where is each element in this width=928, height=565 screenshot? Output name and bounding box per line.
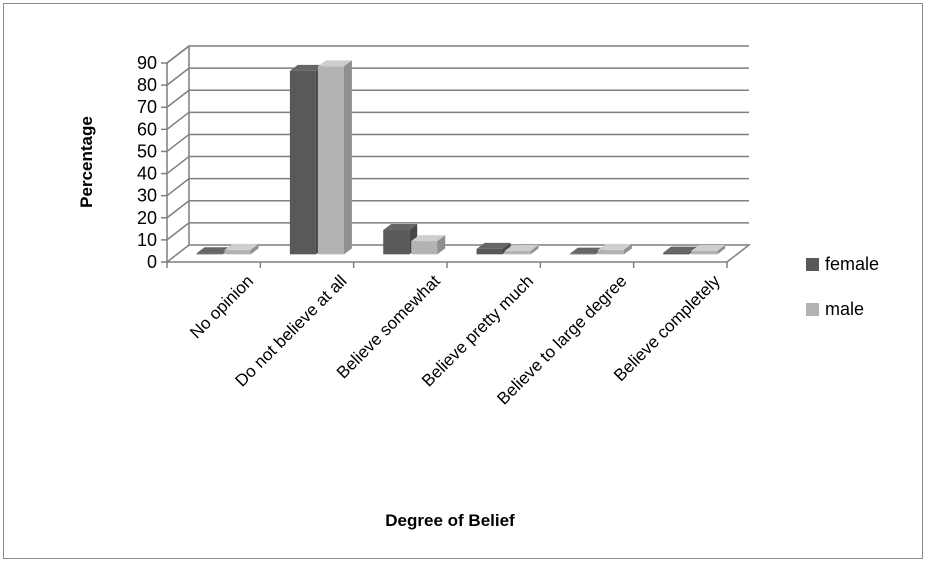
bar-top — [196, 247, 231, 254]
bar-front — [317, 66, 344, 255]
bar-front — [597, 249, 624, 255]
bar-top — [691, 245, 726, 252]
bar-male-3 — [504, 245, 539, 255]
bar-front — [663, 252, 690, 255]
y-axis-title: Percentage — [77, 116, 96, 208]
gridlines — [166, 45, 749, 241]
y-tick-label: 20 — [137, 208, 157, 228]
bar-male-2 — [411, 235, 446, 255]
x-category-label: No opinion — [186, 271, 257, 342]
bar-front — [691, 251, 718, 255]
bar-male-4 — [597, 243, 632, 255]
bar-top — [476, 242, 511, 249]
gridline — [166, 89, 749, 108]
bar-side — [717, 245, 726, 255]
chart-frame — [3, 3, 923, 559]
bar-top — [411, 235, 446, 242]
bar-front — [196, 253, 223, 255]
gridline — [166, 177, 749, 197]
x-axis-title: Degree of Belief — [385, 511, 515, 530]
bar-side — [343, 60, 352, 255]
gridline — [166, 67, 749, 86]
legend-label-male: male — [825, 299, 864, 319]
gridline — [166, 222, 749, 241]
bar-side — [437, 235, 446, 255]
gridline — [166, 200, 749, 219]
legend-swatch-female — [806, 258, 819, 271]
bar-top — [317, 60, 352, 67]
legend-swatch-male — [806, 303, 819, 316]
y-tick-label: 50 — [137, 141, 157, 161]
y-tick-label: 0 — [147, 252, 157, 272]
bar-top — [569, 247, 604, 254]
bar-male-1 — [317, 60, 352, 255]
y-tick-label: 80 — [137, 75, 157, 95]
bar-front — [476, 248, 503, 255]
y-tick-label: 30 — [137, 186, 157, 206]
bar-front — [411, 241, 438, 255]
bar-side — [623, 243, 632, 255]
gridline — [166, 155, 749, 175]
bar-top — [289, 64, 324, 71]
y-tick-label: 10 — [137, 230, 157, 250]
legend: female male — [806, 254, 879, 319]
y-tick-label: 70 — [137, 97, 157, 117]
chart-walls — [166, 45, 752, 263]
bar-male-0 — [224, 243, 259, 255]
bar-female-2 — [383, 224, 418, 255]
x-category-label: Believe somewhat — [333, 271, 444, 382]
bar-top — [597, 243, 632, 250]
bar-side — [250, 243, 259, 255]
gridline — [166, 133, 749, 153]
bar-top — [383, 224, 418, 231]
y-tick-label: 60 — [137, 119, 157, 139]
bar-front — [569, 253, 596, 255]
bar-front — [289, 70, 316, 255]
legend-label-female: female — [825, 254, 879, 274]
y-tick-label: 90 — [137, 53, 157, 73]
y-tick-label: 40 — [137, 164, 157, 184]
bars — [196, 60, 726, 255]
bar-front — [224, 249, 251, 255]
gridline — [166, 111, 749, 130]
bar-top — [224, 243, 259, 250]
bar-male-5 — [691, 245, 726, 255]
bar-front — [383, 230, 410, 255]
x-category-label: Believe completely — [610, 271, 724, 385]
bar-top — [663, 246, 698, 253]
bar-side — [530, 245, 539, 255]
gridline — [166, 45, 749, 64]
bar-top — [504, 245, 539, 252]
bar-front — [504, 251, 531, 255]
